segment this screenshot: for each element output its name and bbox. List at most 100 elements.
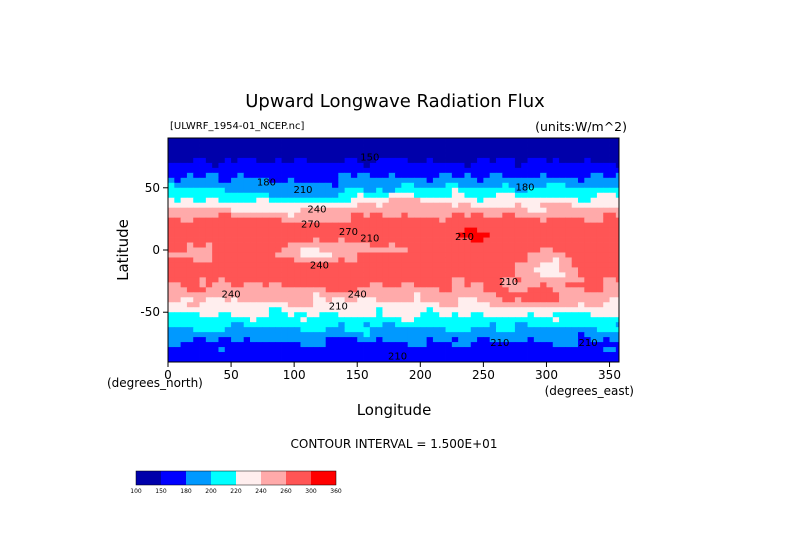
field-cell: [590, 217, 598, 224]
field-cell: [432, 302, 440, 308]
field-cell: [571, 272, 579, 278]
field-cell: [300, 342, 308, 348]
field-cell: [483, 237, 491, 243]
field-cell: [193, 282, 200, 288]
field-cell: [325, 192, 333, 199]
contour-label: 240: [222, 289, 241, 300]
field-cell: [281, 252, 289, 258]
field-cell: [237, 242, 245, 248]
field-cell: [559, 152, 566, 159]
field-cell: [344, 282, 352, 288]
field-cell: [186, 232, 194, 238]
field-cell: [477, 172, 484, 179]
field-cell: [281, 297, 289, 303]
field-cell: [256, 282, 264, 288]
field-cell: [186, 162, 194, 169]
field-cell: [205, 347, 213, 353]
field-cell: [401, 327, 409, 333]
field-cell: [514, 357, 522, 363]
field-cell: [615, 332, 620, 338]
field-cell: [180, 297, 188, 303]
field-cell: [540, 222, 547, 228]
field-cell: [426, 207, 434, 214]
field-cell: [451, 162, 459, 169]
field-cell: [275, 242, 282, 248]
field-cell: [603, 262, 610, 268]
field-cell: [231, 332, 238, 338]
field-cell: [369, 307, 377, 313]
field-cell: [496, 302, 503, 308]
field-cell: [464, 192, 472, 199]
field-cell: [477, 252, 484, 258]
field-cell: [609, 192, 617, 199]
field-cell: [596, 222, 604, 228]
field-cell: [281, 217, 289, 224]
field-cell: [186, 167, 194, 174]
field-cell: [464, 177, 472, 184]
field-cell: [395, 327, 402, 333]
field-cell: [489, 282, 497, 288]
field-cell: [382, 197, 390, 204]
field-cell: [287, 312, 295, 318]
field-cell: [224, 282, 232, 288]
field-cell: [193, 357, 200, 363]
field-cell: [332, 222, 339, 228]
field-cell: [268, 257, 276, 263]
field-cell: [199, 167, 207, 174]
field-cell: [533, 252, 541, 258]
field-cell: [540, 232, 547, 238]
field-cell: [584, 277, 592, 283]
field-cell: [414, 207, 421, 214]
field-cell: [369, 297, 377, 303]
field-cell: [212, 352, 219, 358]
field-cell: [199, 297, 207, 303]
field-cell: [180, 192, 188, 199]
field-cell: [237, 272, 245, 278]
field-cell: [609, 177, 617, 184]
field-cell: [546, 212, 554, 219]
field-cell: [470, 282, 478, 288]
field-cell: [470, 252, 478, 258]
field-cell: [571, 207, 579, 214]
field-cell: [294, 352, 301, 358]
field-cell: [451, 322, 459, 328]
field-cell: [578, 237, 585, 243]
field-cell: [287, 322, 295, 328]
colorbar-swatch: [211, 471, 236, 485]
field-cell: [363, 152, 371, 159]
field-cell: [180, 202, 188, 209]
field-cell: [306, 297, 314, 303]
field-cell: [571, 327, 579, 333]
field-cell: [584, 147, 592, 154]
field-cell: [186, 242, 194, 248]
field-cell: [508, 232, 516, 238]
field-cell: [565, 292, 573, 298]
field-cell: [281, 207, 289, 214]
field-cell: [224, 317, 232, 323]
field-cell: [199, 322, 207, 328]
contour-label: 210: [455, 232, 474, 243]
field-cell: [294, 332, 301, 338]
field-cell: [205, 352, 213, 358]
field-cell: [369, 287, 377, 293]
field-cell: [224, 272, 232, 278]
field-cell: [231, 287, 238, 293]
field-cell: [199, 327, 207, 333]
field-cell: [376, 322, 383, 328]
field-cell: [275, 138, 282, 144]
field-cell: [470, 317, 478, 323]
field-cell: [552, 302, 560, 308]
field-cell: [477, 337, 484, 343]
field-cell: [584, 192, 592, 199]
field-cell: [489, 197, 497, 204]
field-cell: [357, 142, 364, 149]
field-cell: [174, 172, 182, 179]
field-cell: [212, 227, 219, 233]
field-cell: [363, 257, 371, 263]
field-cell: [212, 147, 219, 154]
field-cell: [559, 272, 566, 278]
field-cell: [369, 327, 377, 333]
field-cell: [578, 202, 585, 209]
field-cell: [294, 138, 301, 144]
field-cell: [281, 202, 289, 209]
